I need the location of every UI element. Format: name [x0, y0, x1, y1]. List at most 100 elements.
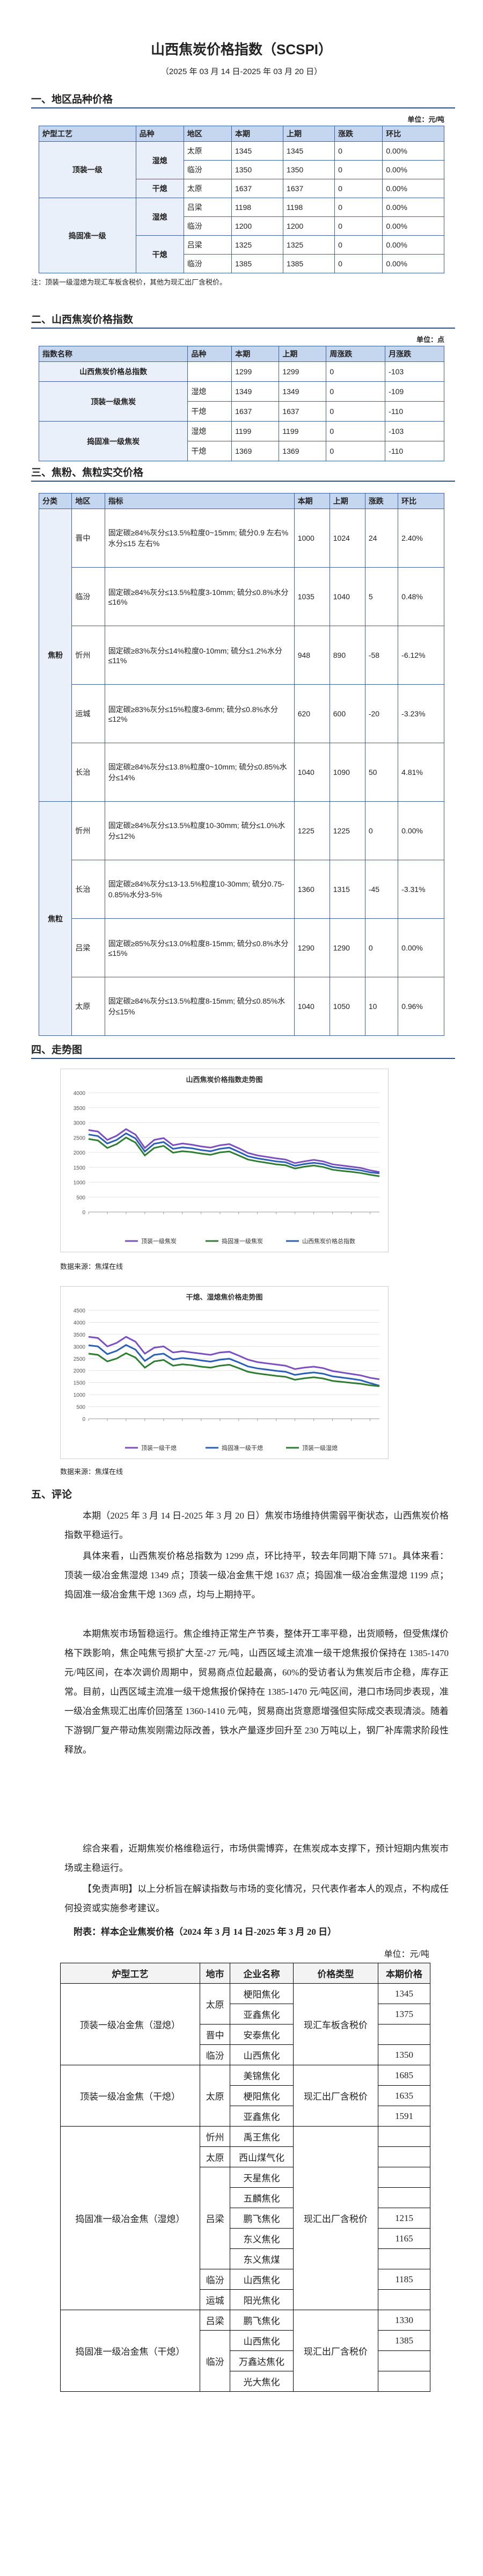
section2-divider [31, 328, 455, 329]
table-cell: 干熄 [187, 401, 232, 422]
table-row: 临汾 1385 1385 0 0.00% [39, 254, 444, 273]
table-cell: 2.40% [398, 509, 444, 568]
price-cell: 1185 [377, 2269, 431, 2290]
company-cell: 鹏飞焦化 [230, 2310, 294, 2331]
table-cell: 1290 [329, 918, 365, 977]
table-row: 太原 西山煤气化 [61, 2146, 431, 2167]
y-tick-label: 2500 [74, 1356, 86, 1362]
table-cell: 1035 [294, 567, 330, 626]
series-line-1 [88, 1136, 380, 1177]
price-cell: 1375 [377, 2004, 431, 2024]
column-header: 炉型工艺 [60, 1963, 201, 1984]
table-cell: 1385 [283, 254, 335, 273]
column-header: 本期 [231, 346, 280, 362]
company-cell: 山西焦化 [230, 2330, 294, 2351]
table-cell: 1369 [279, 441, 327, 461]
table-row: 焦粒 忻州 固定碳≥84%灰分≤13.5%粒度10-30mm; 硫分≤1.0%水分≤… [38, 801, 444, 1036]
table-cell: 晋中 [71, 509, 105, 568]
price-cell: 1345 [377, 1983, 431, 2004]
table-row: 捣固准一级 湿熄 吕梁 1198 1198 0 0.00% [39, 198, 444, 273]
price-cell [377, 2126, 431, 2147]
series-line-0 [88, 1128, 380, 1173]
company-cell: 东义焦煤 [230, 2248, 294, 2269]
table-header-row: 指数名称 品种 本期 上期 周涨跌 月涨跌 [38, 346, 444, 362]
table-row: 干熄 1369 1369 0 -110 [39, 441, 444, 461]
company-cell: 梗阳焦化 [230, 1983, 294, 2004]
city-cell: 吕梁 [200, 2310, 231, 2331]
column-header: 本期价格 [377, 1963, 431, 1984]
appendix-unit: 单位：元/吨 [384, 1950, 429, 1959]
price-cell [377, 2187, 431, 2208]
table-row: 干熄 1637 1637 0 -110 [39, 401, 444, 422]
chart2-source: 数据来源：焦煤在线 [60, 1468, 123, 1476]
city-cell: 太原 [200, 1983, 231, 2024]
table-cell: 1198 [231, 198, 284, 217]
legend-label-0: 顶装一级干熄 [141, 1444, 177, 1452]
table-cell: 10 [364, 977, 399, 1036]
table-cell: 1349 [279, 381, 327, 402]
table-cell: 0 [326, 401, 386, 422]
column-header: 炉型工艺 [39, 126, 136, 142]
table-row: 亚鑫焦化 1591 [61, 2106, 431, 2127]
table-cell: 临汾 [71, 567, 105, 626]
column-header: 本期 [294, 493, 330, 509]
table-row: 鹏飞焦化 1215 [61, 2208, 431, 2229]
price-type-cell: 现汇车板含税价 [292, 1983, 378, 2065]
table-row: 光大焦化 [61, 2371, 431, 2392]
column-header: 地市 [200, 1963, 231, 1984]
city-cell: 吕梁 [200, 2167, 231, 2269]
table-cell: 0.96% [398, 977, 444, 1036]
table-cell: 1299 [231, 361, 280, 382]
region-price-table: 炉型工艺 品种 地区 本期 上期 涨跌 环比 顶装一级 湿熄 太原 1345 1345 0 0.00% 临汾… [39, 126, 444, 273]
table-header-row: 炉型工艺 地市 企业名称 价格类型 本期价格 [60, 1963, 431, 1984]
y-tick-label: 1000 [74, 1392, 86, 1398]
chart-dry-wet-svg: 干熄、湿熄焦价格走势图 0 500 1000 1500 2000 2500 3000 3500 4… [74, 1293, 380, 1452]
company-cell: 五麟焦化 [230, 2187, 294, 2208]
city-cell: 临汾 [200, 2330, 231, 2392]
table-cell: 1385 [231, 254, 284, 273]
section3-divider [31, 481, 455, 482]
table-cell: 0 [334, 254, 383, 273]
table-cell: 湿熄 [135, 198, 184, 236]
price-cell [377, 2289, 431, 2310]
table-row: 临汾 山西焦化 1185 [61, 2269, 431, 2290]
table-row: 太原 固定碳≥84%灰分≤13.5%粒度8-15mm; 硫分≤0.85%水分≤15… [39, 977, 444, 1036]
table-cell: 固定碳≥83%灰分≤14%粒度0-10mm; 硫分≤1.2%水分≤11% [104, 626, 295, 685]
table-cell: -109 [385, 381, 444, 402]
column-header: 上期 [279, 346, 327, 362]
table-cell: 0.00% [382, 141, 444, 161]
report-period: （2025 年 03 月 14 日-2025 年 03 月 20 日） [160, 67, 323, 76]
price-cell: 1215 [377, 2208, 431, 2229]
section1-divider [31, 107, 455, 108]
price-cell: 1591 [377, 2106, 431, 2127]
table-cell: 固定碳≥84%灰分≤13.8%粒度0~10mm; 硫分≤0.85%水分≤14% [104, 743, 295, 802]
column-header: 指标 [104, 493, 295, 509]
table-cell: 固定碳≥84%灰分≤13.5%粒度3-10mm; 硫分≤0.8%水分≤16% [104, 567, 295, 626]
table-row: 临汾 固定碳≥84%灰分≤13.5%粒度3-10mm; 硫分≤0.8%水分≤16%… [39, 567, 444, 626]
table-cell: 1200 [283, 216, 335, 236]
column-header: 分类 [38, 493, 72, 509]
company-cell: 山西焦化 [230, 2044, 294, 2065]
column-header: 地区 [71, 493, 105, 509]
table-cell: 长治 [71, 743, 105, 802]
table-cell: 1315 [329, 860, 365, 919]
column-header: 周涨跌 [326, 346, 386, 362]
table-cell: 948 [294, 626, 330, 685]
table-cell: 固定碳≥84%灰分≤13.5%粒度10-30mm; 硫分≤1.0%水分≤12% [104, 801, 295, 860]
table-cell: 0.00% [398, 801, 444, 860]
table-cell: 临汾 [183, 216, 232, 236]
y-tick-label: 2000 [74, 1150, 86, 1156]
table-cell: 长治 [71, 860, 105, 919]
table-row: 顶装一级焦炭 湿熄 1349 1349 0 -109 [38, 381, 444, 422]
price-type-cell: 现汇出厂含税价 [292, 2065, 378, 2127]
table-cell: -110 [385, 441, 444, 461]
y-tick-label: 3500 [74, 1106, 86, 1112]
table-cell: -103 [385, 421, 444, 441]
comment-paragraph-5: 【免责声明】以上分析旨在解读指数与市场的变化情况，只代表作者本人的观点，不构成任… [64, 1884, 449, 1913]
table-cell: 临汾 [183, 160, 232, 179]
table-cell: 1325 [283, 235, 335, 255]
table-cell: 固定碳≥84%灰分≤13-13.5%粒度10-30mm; 硫分0.75-0.85… [104, 860, 295, 919]
price-cell: 1685 [377, 2065, 431, 2086]
table-cell: 1040 [294, 743, 330, 802]
section5-heading: 五、评论 [31, 1489, 72, 1500]
